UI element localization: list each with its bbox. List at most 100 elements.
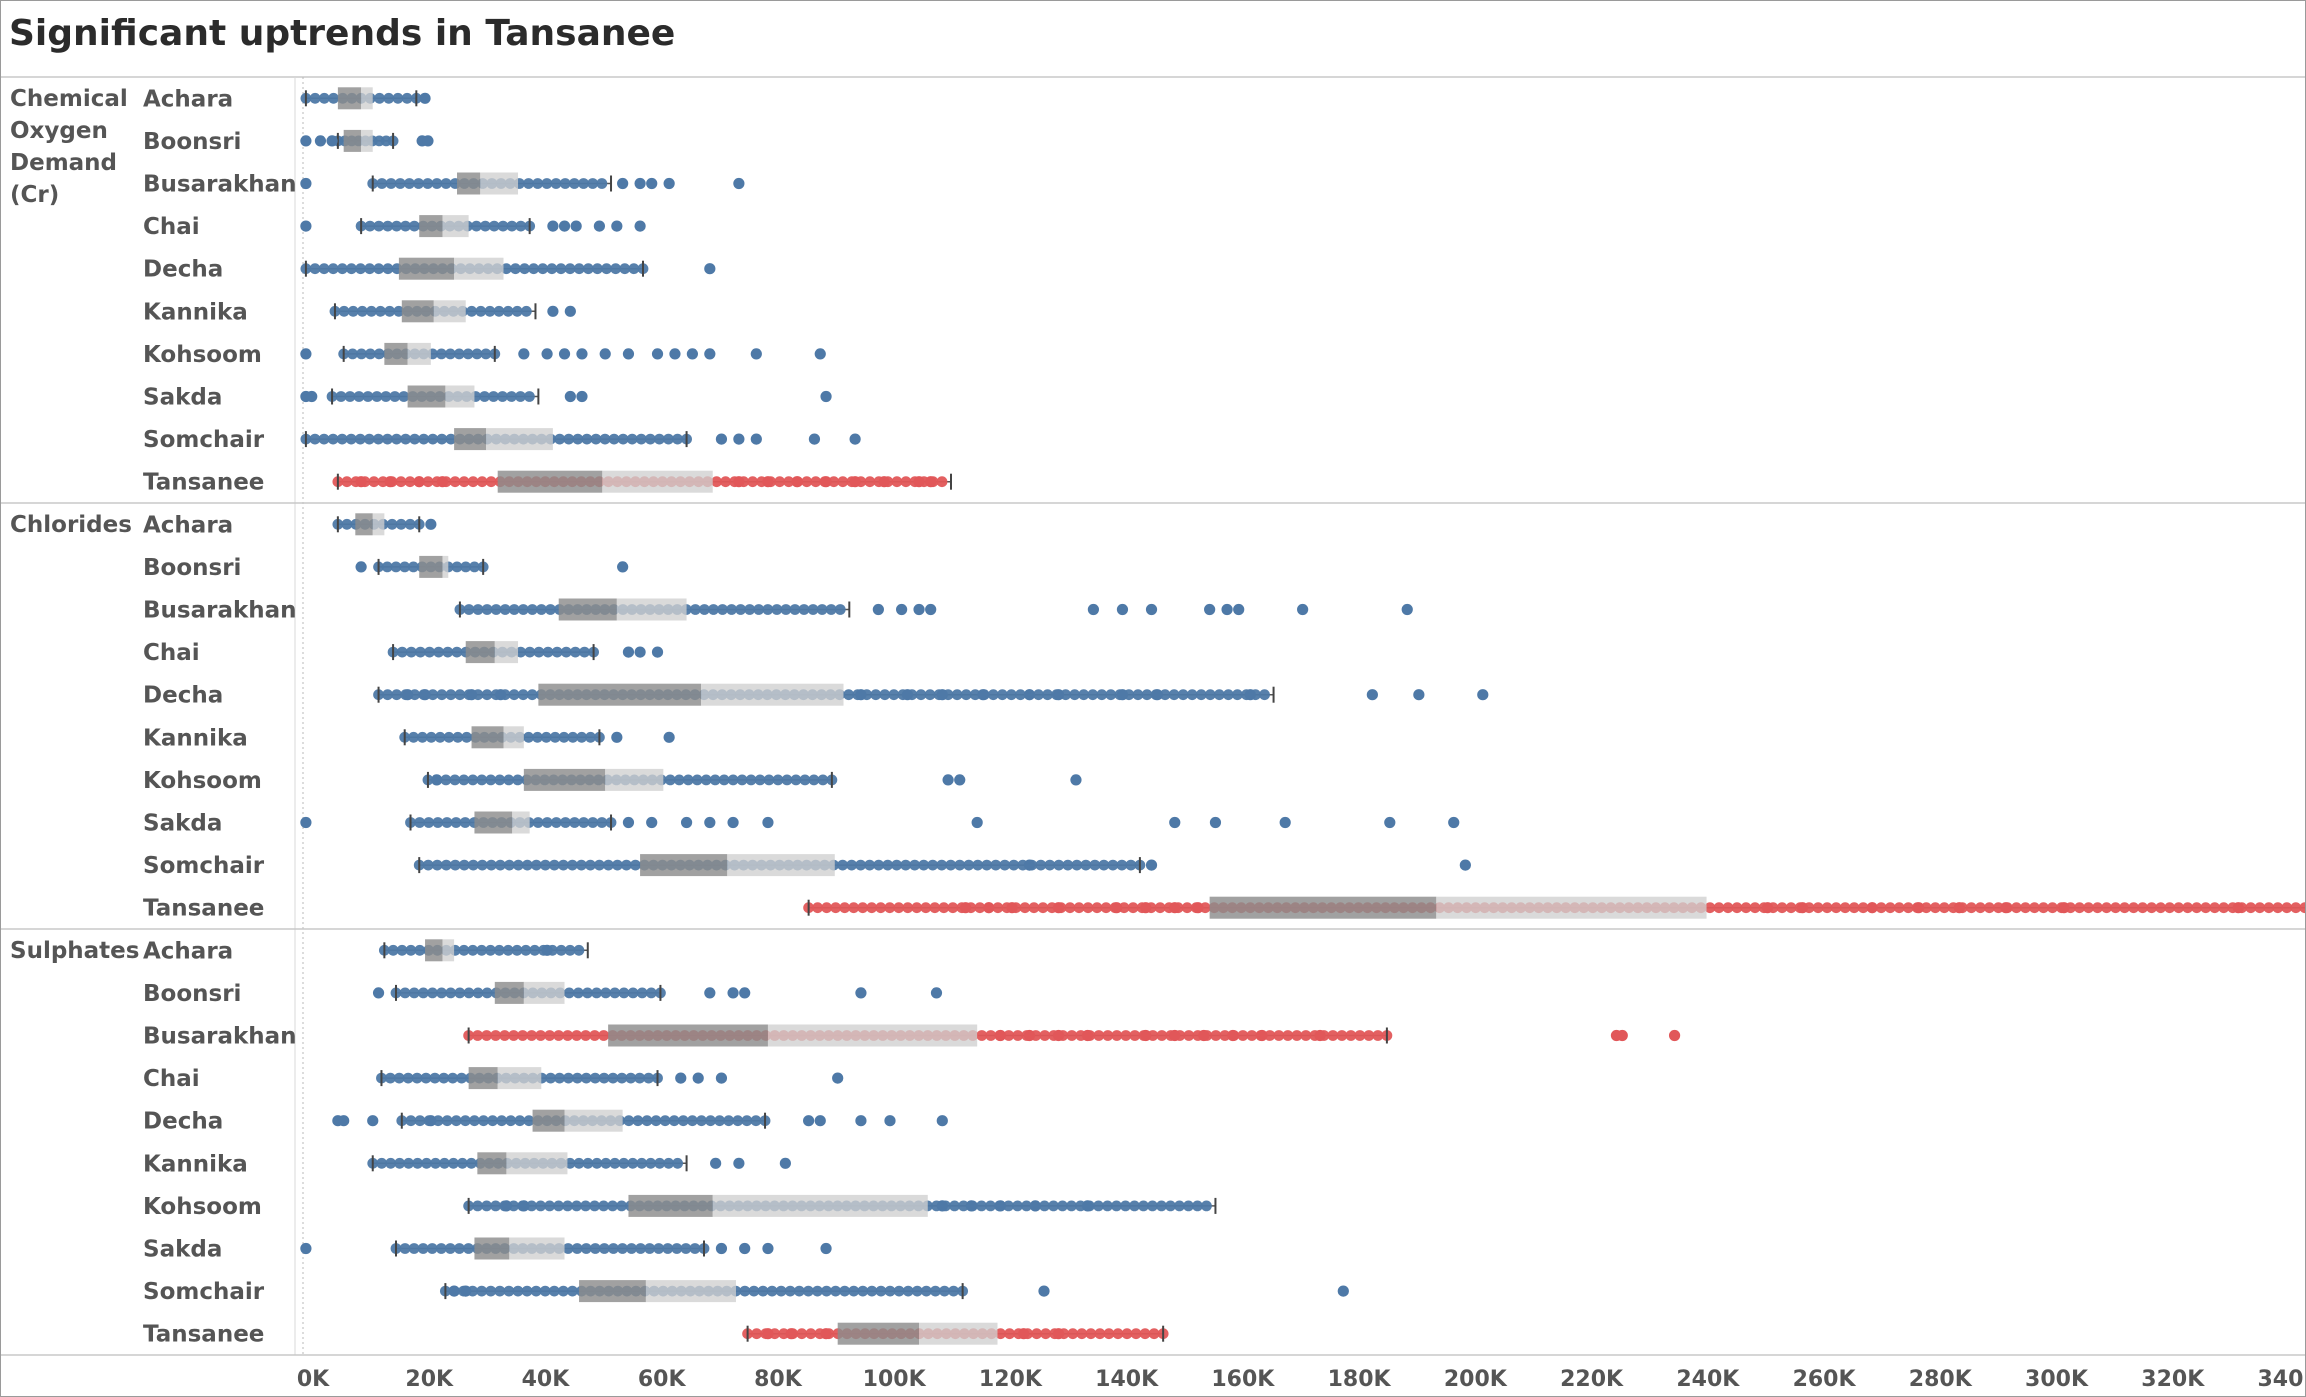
outlier-point	[1018, 1328, 1030, 1340]
data-point	[1857, 902, 1869, 914]
data-point	[653, 433, 665, 445]
outlier-point	[1038, 1285, 1050, 1297]
data-point	[494, 774, 506, 786]
data-point	[945, 859, 957, 871]
box-upper-half	[506, 1152, 568, 1175]
data-point	[575, 859, 587, 871]
row-sakda: Sakda	[143, 811, 1460, 837]
data-point	[1062, 859, 1074, 871]
data-point	[510, 263, 521, 275]
data-point	[1213, 689, 1225, 701]
data-point	[1210, 1030, 1222, 1041]
data-point	[441, 1115, 453, 1127]
data-point	[465, 1157, 477, 1169]
data-point	[2182, 902, 2194, 914]
data-point	[884, 902, 896, 914]
outlier-point	[576, 348, 588, 360]
data-point	[2281, 902, 2293, 914]
outlier-point	[1023, 859, 1036, 871]
data-point	[550, 178, 562, 189]
data-point	[780, 604, 792, 615]
data-point	[741, 1115, 753, 1127]
data-point	[484, 305, 496, 317]
data-point	[526, 604, 538, 615]
data-point	[879, 689, 891, 701]
data-point	[506, 391, 517, 402]
data-point	[796, 1328, 808, 1340]
x-tick-label: 300K	[2025, 1367, 2089, 1392]
data-point	[821, 1285, 832, 1297]
data-point	[1071, 859, 1083, 871]
data-point	[598, 1200, 610, 1212]
outlier-point	[300, 348, 312, 360]
data-point	[2092, 902, 2103, 914]
data-point	[662, 1243, 674, 1254]
data-point	[609, 987, 621, 999]
outlier-point	[500, 1200, 513, 1212]
outlier-point	[1477, 689, 1489, 701]
data-point	[347, 348, 358, 360]
data-point	[990, 859, 1002, 871]
data-point	[505, 1115, 517, 1127]
row-label: Kannika	[143, 725, 248, 751]
outlier-point	[2232, 902, 2244, 914]
data-point	[1141, 689, 1153, 701]
data-point	[1749, 902, 1761, 914]
data-point	[893, 1285, 905, 1297]
outlier-point	[762, 816, 774, 829]
outlier-point	[593, 220, 606, 232]
data-point	[555, 944, 567, 956]
row-label: Busarakhan	[143, 172, 297, 198]
data-point	[436, 433, 448, 445]
outlier-point	[1145, 859, 1158, 871]
data-point	[444, 348, 456, 360]
data-point	[1237, 1030, 1249, 1041]
row-label: Somchair	[143, 1279, 265, 1305]
data-point	[445, 433, 457, 445]
data-point	[696, 1115, 707, 1127]
data-point	[1031, 1328, 1043, 1340]
data-point	[751, 1328, 763, 1340]
outlier-point	[1866, 902, 1878, 914]
outlier-point	[599, 348, 611, 360]
data-point	[754, 774, 766, 786]
data-point	[450, 817, 462, 828]
data-point	[736, 774, 748, 786]
outlier-point	[1029, 1200, 1041, 1212]
outlier-point	[983, 902, 995, 914]
box-lower-half	[474, 1237, 510, 1260]
data-point	[650, 1115, 662, 1127]
outlier-point	[431, 774, 443, 786]
data-point	[476, 859, 488, 871]
data-point	[1156, 1200, 1167, 1212]
data-point	[1057, 1200, 1068, 1212]
data-point	[466, 305, 478, 317]
data-point	[434, 731, 446, 743]
data-point	[790, 774, 802, 786]
data-point	[408, 987, 420, 999]
data-point	[427, 433, 439, 445]
data-point	[426, 1243, 438, 1254]
data-point	[432, 817, 444, 828]
data-point	[589, 1072, 601, 1084]
outlier-point	[651, 646, 664, 658]
x-tick-label: 180K	[1328, 1367, 1392, 1392]
box-upper-half	[919, 1322, 998, 1345]
data-point	[580, 1200, 592, 1212]
data-point	[523, 731, 535, 743]
data-point	[632, 1115, 644, 1127]
outlier-point	[1233, 603, 1245, 616]
outlier-point	[814, 348, 826, 360]
data-point	[485, 476, 497, 488]
data-point	[472, 987, 484, 999]
data-point	[408, 731, 419, 743]
outlier-point	[959, 902, 972, 914]
data-point	[408, 220, 420, 232]
data-point	[2074, 902, 2085, 914]
box-upper-half	[616, 598, 687, 621]
data-point	[2029, 902, 2040, 914]
data-point	[462, 348, 474, 360]
data-point	[627, 1157, 639, 1169]
data-point	[2020, 902, 2031, 914]
data-point	[481, 1030, 493, 1041]
